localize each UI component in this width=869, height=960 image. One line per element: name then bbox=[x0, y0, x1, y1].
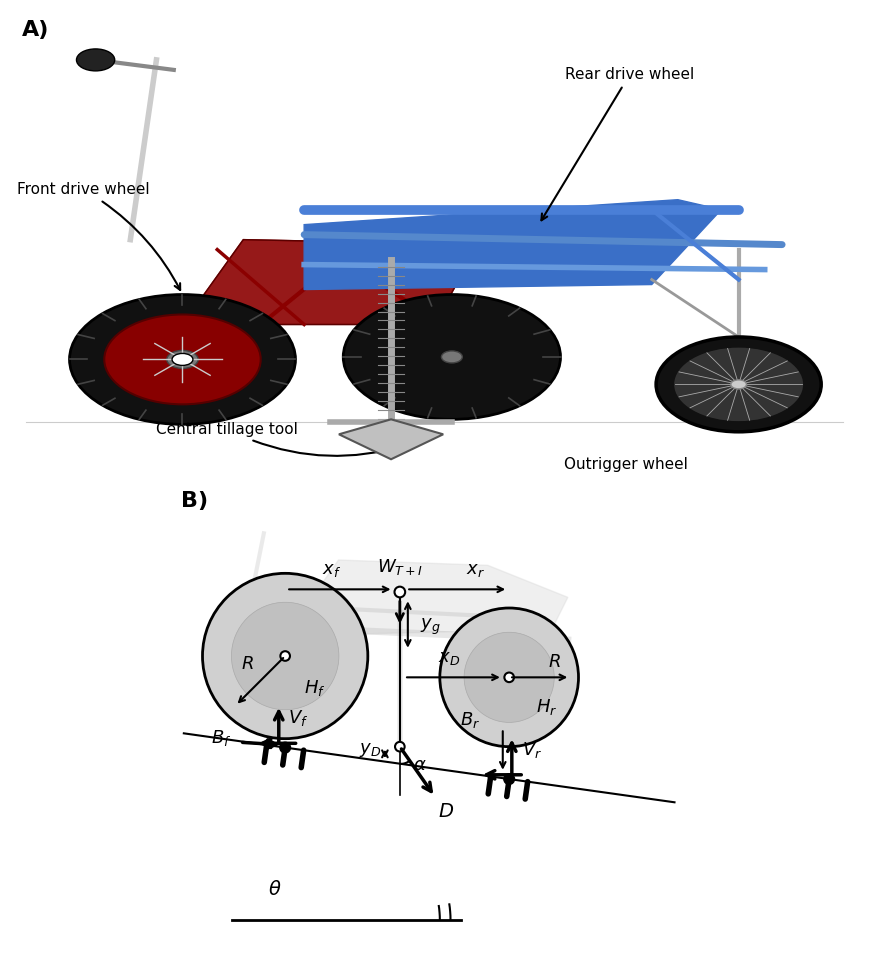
Polygon shape bbox=[304, 200, 721, 290]
Circle shape bbox=[504, 673, 514, 683]
Text: $D$: $D$ bbox=[438, 803, 454, 821]
Circle shape bbox=[731, 380, 746, 389]
Circle shape bbox=[70, 295, 295, 424]
Circle shape bbox=[202, 573, 368, 738]
Text: $\alpha$: $\alpha$ bbox=[414, 756, 427, 775]
Text: Rear drive wheel: Rear drive wheel bbox=[541, 67, 694, 220]
Polygon shape bbox=[302, 560, 567, 635]
Circle shape bbox=[231, 602, 339, 709]
Text: Central tillage tool: Central tillage tool bbox=[156, 421, 403, 456]
Circle shape bbox=[202, 573, 368, 738]
Circle shape bbox=[440, 608, 579, 747]
Circle shape bbox=[172, 353, 193, 366]
Circle shape bbox=[673, 347, 804, 421]
Text: Front drive wheel: Front drive wheel bbox=[17, 182, 180, 290]
Text: Outrigger wheel: Outrigger wheel bbox=[564, 457, 687, 471]
Text: $y_D$: $y_D$ bbox=[360, 741, 381, 758]
Circle shape bbox=[281, 651, 290, 660]
Text: $V_r$: $V_r$ bbox=[522, 740, 542, 759]
Text: $H_f$: $H_f$ bbox=[304, 678, 325, 698]
Text: $y_g$: $y_g$ bbox=[420, 616, 441, 636]
Circle shape bbox=[440, 608, 579, 747]
Text: $R$: $R$ bbox=[242, 655, 255, 673]
Circle shape bbox=[395, 587, 405, 597]
Circle shape bbox=[104, 315, 261, 404]
Text: $x_r$: $x_r$ bbox=[467, 561, 485, 579]
Circle shape bbox=[167, 350, 198, 369]
Circle shape bbox=[343, 295, 561, 420]
Text: A): A) bbox=[22, 20, 50, 40]
Text: $x_D$: $x_D$ bbox=[438, 649, 461, 666]
Text: $B_f$: $B_f$ bbox=[211, 728, 232, 748]
Circle shape bbox=[76, 49, 115, 71]
Text: B): B) bbox=[181, 491, 209, 511]
Text: $\theta$: $\theta$ bbox=[268, 879, 282, 899]
Text: $H_r$: $H_r$ bbox=[536, 697, 557, 717]
Polygon shape bbox=[339, 420, 443, 459]
Text: $B_r$: $B_r$ bbox=[460, 710, 480, 731]
Circle shape bbox=[441, 351, 462, 363]
Text: $W_{T+I}$: $W_{T+I}$ bbox=[376, 557, 423, 577]
Text: $x_f$: $x_f$ bbox=[322, 561, 342, 579]
Circle shape bbox=[504, 774, 514, 784]
Text: $V_f$: $V_f$ bbox=[288, 708, 308, 729]
Circle shape bbox=[280, 742, 290, 753]
Circle shape bbox=[464, 633, 554, 723]
Polygon shape bbox=[182, 240, 478, 324]
Circle shape bbox=[395, 742, 405, 752]
Text: $R$: $R$ bbox=[548, 654, 561, 671]
Circle shape bbox=[656, 337, 821, 432]
